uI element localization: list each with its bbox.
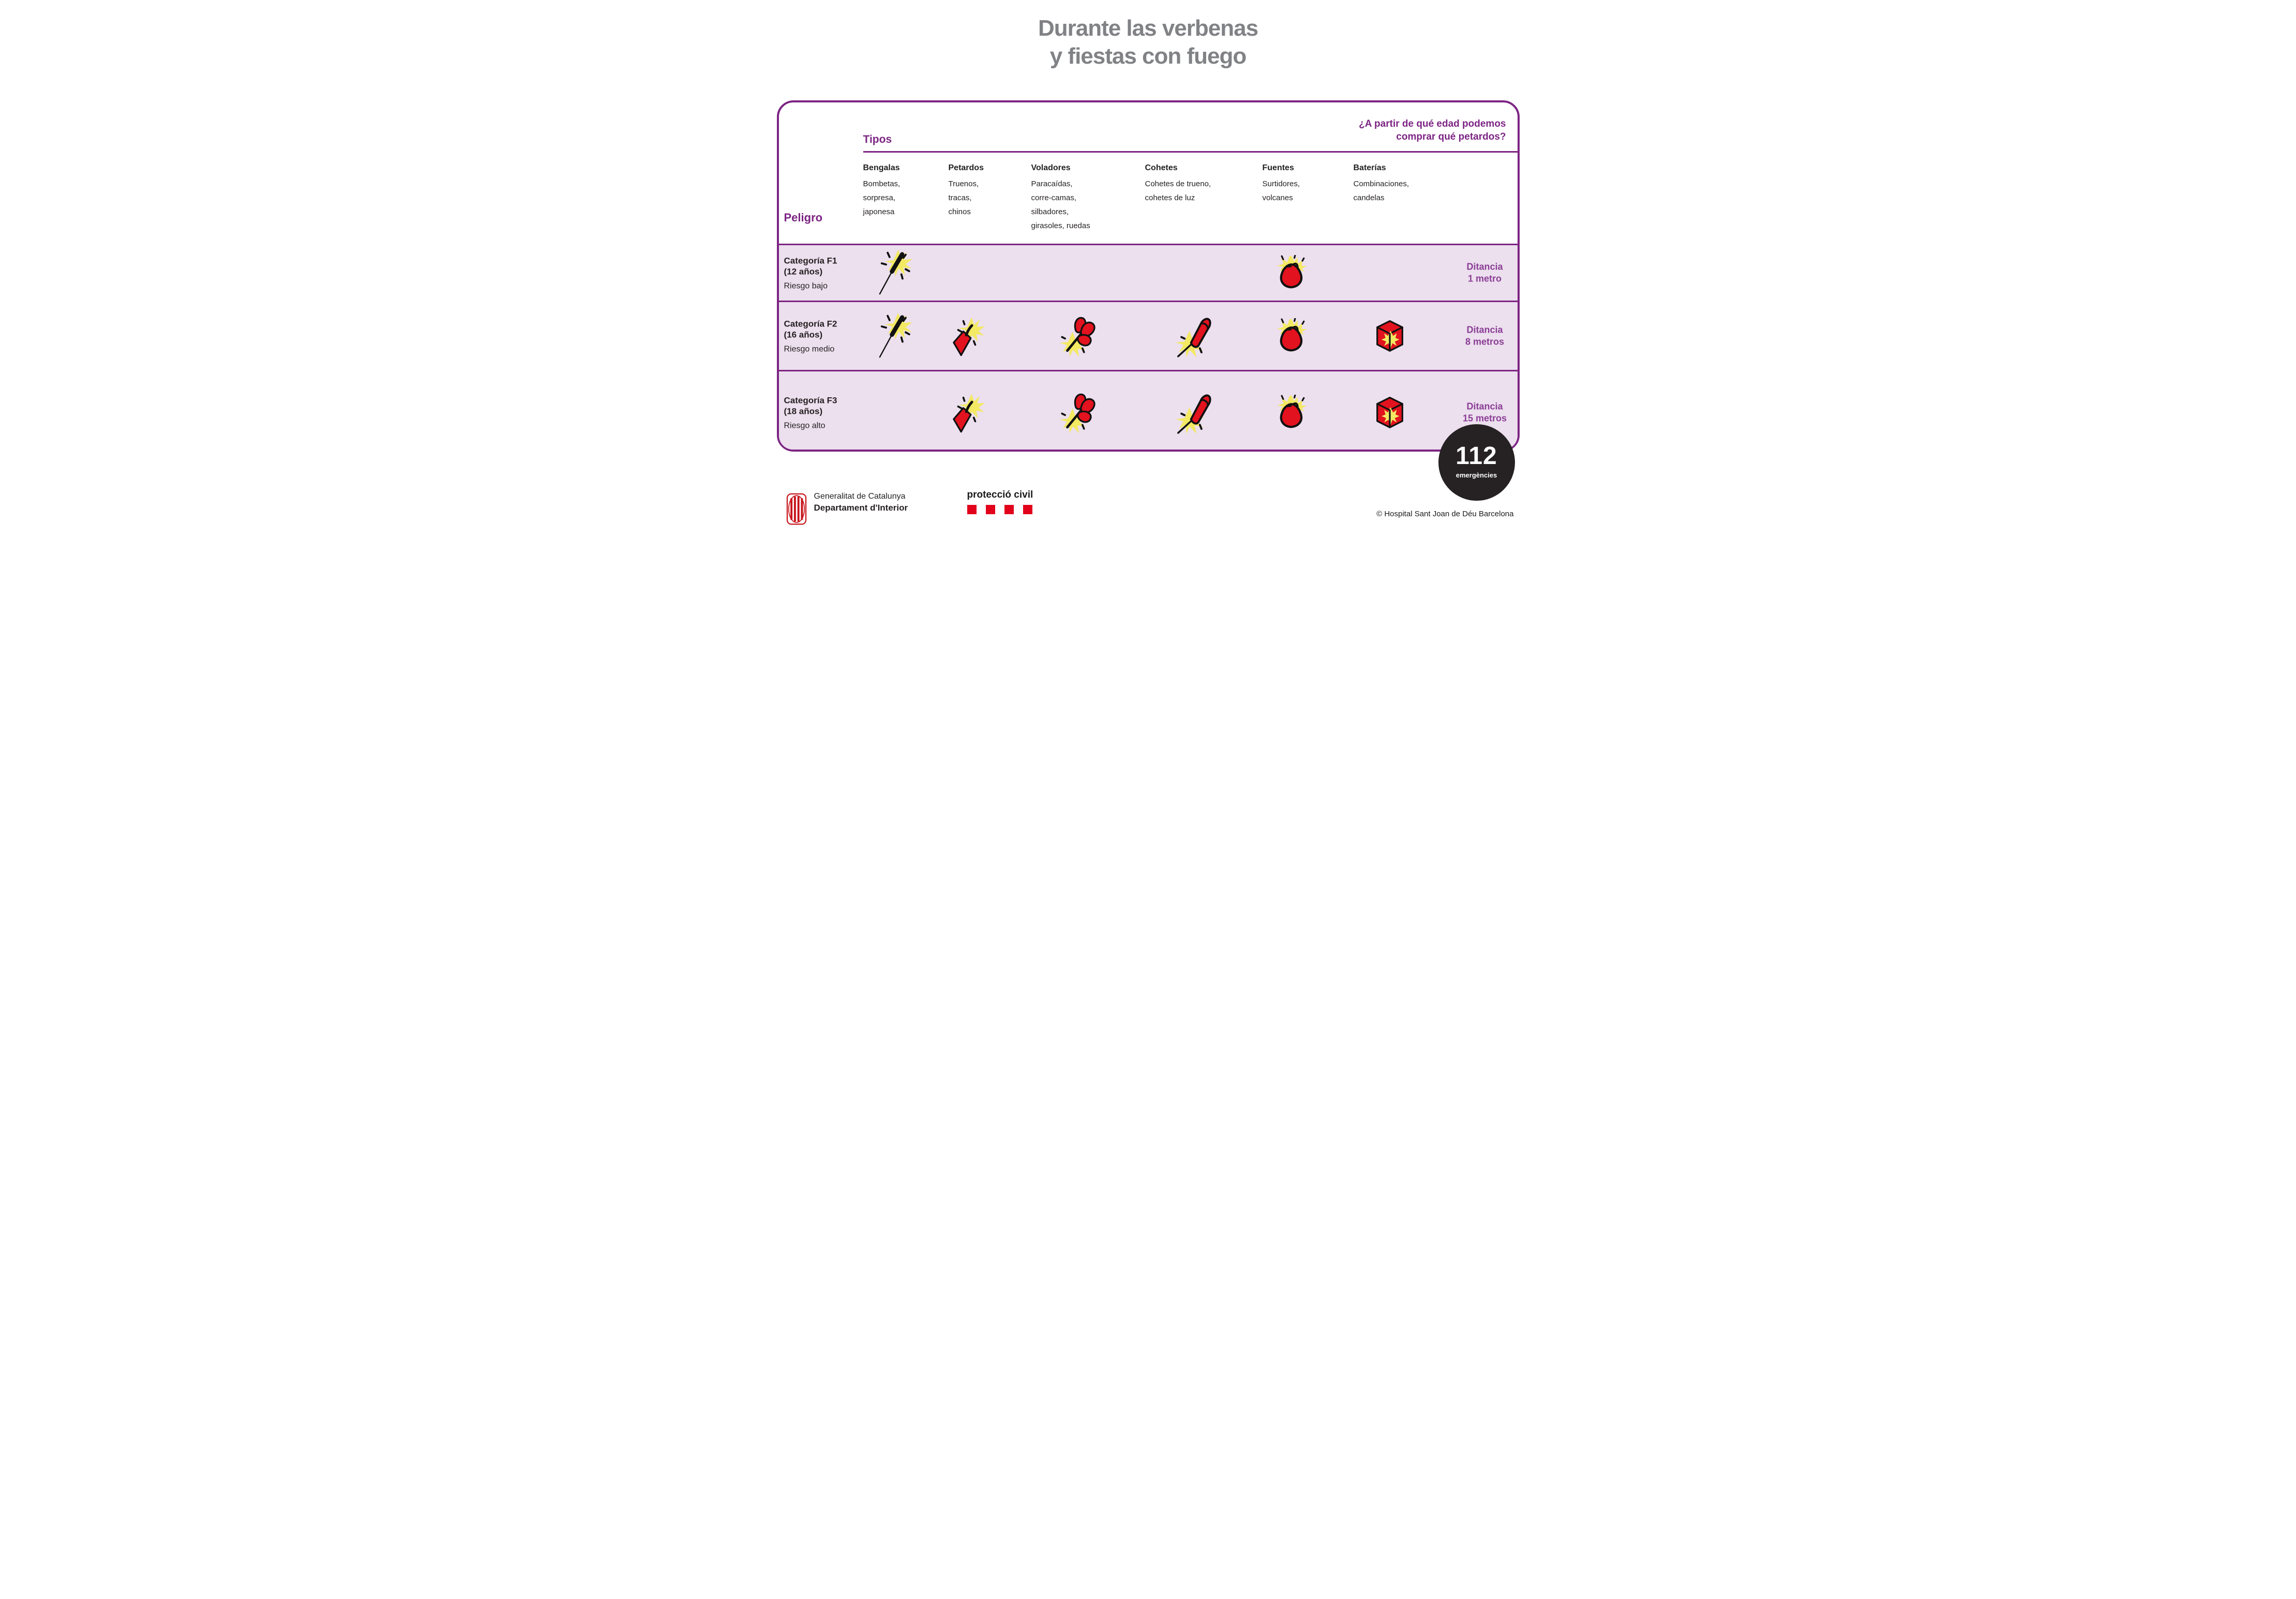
column-name: Baterías <box>1353 163 1386 172</box>
column-description: Surtidores, volcanes <box>1263 177 1300 205</box>
copyright-text: © Hospital Sant Joan de Déu Barcelona <box>1376 510 1514 518</box>
emergency-label: emergències <box>1455 471 1497 479</box>
column-name: Petardos <box>948 163 984 172</box>
cohete-icon <box>1176 390 1216 435</box>
tipos-underline <box>863 151 1518 153</box>
column-header-voladores: Voladores Paracaídas, corre-camas, silbador… <box>1031 163 1090 233</box>
row-category: Categoría F3 (18 años) <box>784 395 837 416</box>
infographic-page: Durante las verbenas y fiestas con fuego… <box>765 0 1531 533</box>
column-description: Bombetas, sorpresa, japonesa <box>863 177 901 219</box>
age-question: ¿A partir de qué edad podemos comprar qu… <box>1359 118 1506 143</box>
distance-line1: Ditancia <box>1466 324 1503 335</box>
column-description-line: candelas <box>1353 193 1385 202</box>
column-description-line: volcanes <box>1262 193 1293 202</box>
fuente-icon <box>1273 318 1310 354</box>
distance-line2: 1 metro <box>1467 273 1502 284</box>
column-description: Truenos, tracas, chinos <box>949 177 984 219</box>
volador-icon <box>1059 392 1097 434</box>
column-description-line: Truenos, <box>948 180 979 188</box>
column-description: Paracaídas, corre-camas, silbadores, giraso… <box>1031 177 1090 233</box>
distance-line1: Ditancia <box>1466 261 1503 272</box>
bengala-icon <box>875 312 914 360</box>
red-square <box>985 505 995 514</box>
row-label: Categoría F3 (18 años) Riesgo alto <box>784 395 877 431</box>
volador-icon <box>1059 315 1097 357</box>
proteccio-civil-squares <box>967 505 1042 514</box>
bateria-icon <box>1373 320 1406 353</box>
red-square <box>1023 505 1032 514</box>
gencat-logo: Generalitat de Catalunya Departament d'I… <box>786 492 908 513</box>
column-description-line: chinos <box>948 207 971 216</box>
proteccio-civil-logo: protecció civil <box>967 489 1042 514</box>
column-description-line: corre-camas, <box>1031 193 1077 202</box>
column-description-line: Bombetas, <box>863 180 901 188</box>
gencat-shield-icon <box>786 493 807 525</box>
column-header-cohetes: Cohetes Cohetes de trueno, cohetes de luz <box>1145 163 1211 205</box>
column-description-line: Combinaciones, <box>1353 180 1409 188</box>
proteccio-civil-label: protecció civil <box>967 489 1033 500</box>
emergency-badge: 112 emergències <box>1438 424 1515 501</box>
page-title: Durante las verbenas y fiestas con fuego <box>766 14 1531 70</box>
gencat-department: Departament d'Interior <box>814 503 908 513</box>
distance-line2: 15 metros <box>1462 413 1507 424</box>
column-description-line: sorpresa, <box>863 193 896 202</box>
petardo-icon <box>951 392 988 433</box>
bengala-icon <box>875 249 914 296</box>
row-label: Categoría F1 (12 años) Riesgo bajo <box>784 255 877 291</box>
column-description-line: japonesa <box>863 207 895 216</box>
page-title-line1: Durante las verbenas <box>1038 16 1258 41</box>
column-name: Voladores <box>1031 163 1071 172</box>
column-description: Combinaciones, candelas <box>1354 177 1409 205</box>
tipos-label: Tipos <box>863 133 892 145</box>
column-header-baterías: Baterías Combinaciones, candelas <box>1354 163 1409 205</box>
row-risk: Riesgo alto <box>784 421 826 430</box>
row-distance: Ditancia 8 metros <box>1447 324 1518 348</box>
column-header-bengalas: Bengalas Bombetas, sorpresa, japonesa <box>863 163 901 219</box>
distance-line2: 8 metros <box>1465 336 1505 347</box>
column-header-petardos: Petardos Truenos, tracas, chinos <box>949 163 984 219</box>
column-description-line: girasoles, ruedas <box>1031 221 1090 230</box>
row-category: Categoría F2 (16 años) <box>784 318 837 339</box>
petardo-icon <box>951 316 988 356</box>
table-row-1: Categoría F1 (12 años) Riesgo bajo Ditancia… <box>778 244 1518 301</box>
fuente-icon <box>1273 395 1310 431</box>
row-risk: Riesgo bajo <box>784 281 828 291</box>
emergency-number: 112 <box>1455 442 1497 470</box>
red-square <box>1004 505 1014 514</box>
column-header-fuentes: Fuentes Surtidores, volcanes <box>1263 163 1300 205</box>
row-risk: Riesgo medio <box>784 345 835 354</box>
peligro-label: Peligro <box>784 211 823 224</box>
column-description-line: Cohetes de trueno, <box>1145 180 1211 188</box>
table-row-3: Categoría F3 (18 años) Riesgo alto Ditancia… <box>778 370 1518 450</box>
column-name: Fuentes <box>1262 163 1294 172</box>
row-distance: Ditancia 1 metro <box>1447 261 1518 285</box>
column-name: Bengalas <box>863 163 900 172</box>
fuente-icon <box>1273 255 1310 291</box>
fireworks-table: ¿A partir de qué edad podemos comprar qu… <box>776 100 1520 452</box>
red-square <box>967 505 977 514</box>
column-description-line: Paracaídas, <box>1031 180 1073 188</box>
age-question-line1: ¿A partir de qué edad podemos <box>1359 118 1506 129</box>
column-name: Cohetes <box>1145 163 1178 172</box>
age-question-line2: comprar qué petardos? <box>1396 131 1506 142</box>
table-rows: Categoría F1 (12 años) Riesgo bajo Ditancia… <box>778 244 1518 450</box>
column-description: Cohetes de trueno, cohetes de luz <box>1145 177 1211 205</box>
column-description-line: tracas, <box>948 193 972 202</box>
row-distance: Ditancia 15 metros <box>1447 400 1518 425</box>
column-description-line: silbadores, <box>1031 207 1069 216</box>
column-description-line: cohetes de luz <box>1145 193 1195 202</box>
column-description-line: Surtidores, <box>1262 180 1300 188</box>
cohete-icon <box>1176 313 1216 358</box>
gencat-name: Generalitat de Catalunya <box>814 492 906 501</box>
row-category: Categoría F1 (12 años) <box>784 255 837 276</box>
row-label: Categoría F2 (16 años) Riesgo medio <box>784 318 877 354</box>
distance-line1: Ditancia <box>1466 401 1503 412</box>
table-row-2: Categoría F2 (16 años) Riesgo medio Ditanci… <box>778 301 1518 370</box>
bateria-icon <box>1373 396 1406 429</box>
page-title-line2: y fiestas con fuego <box>1049 43 1247 69</box>
